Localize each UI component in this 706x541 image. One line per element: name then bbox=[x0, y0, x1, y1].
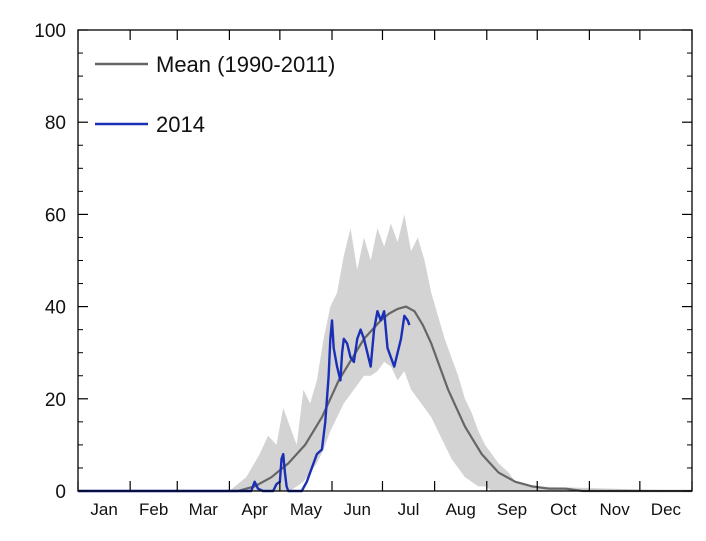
x-tick-label: Jun bbox=[344, 500, 371, 519]
x-tick-label: Dec bbox=[651, 500, 682, 519]
x-tick-label: Jan bbox=[90, 500, 117, 519]
x-tick-label: Sep bbox=[497, 500, 527, 519]
y-tick-label: 80 bbox=[45, 113, 66, 134]
x-tick-label: Nov bbox=[600, 500, 631, 519]
x-tick-label: Jul bbox=[398, 500, 420, 519]
x-tick-label: Feb bbox=[139, 500, 168, 519]
y-tick-label: 60 bbox=[45, 205, 66, 226]
x-tick-label: Aug bbox=[446, 500, 476, 519]
series-line-2014 bbox=[78, 310, 411, 493]
x-tick-label: May bbox=[290, 500, 323, 519]
y-axis: 0 20 40 60 80 100 bbox=[34, 21, 692, 503]
y-tick-label: 100 bbox=[34, 21, 66, 42]
legend-label-2014: 2014 bbox=[156, 112, 205, 137]
plot-band-layer bbox=[78, 214, 692, 491]
y-tick-label: 20 bbox=[45, 390, 66, 411]
y-tick-label: 0 bbox=[55, 482, 66, 503]
x-axis: Jan Feb Mar Apr May Jun Jul Aug Sep Oct Nov Dec bbox=[77, 30, 693, 519]
range-band bbox=[78, 214, 692, 491]
legend-label-mean: Mean (1990-2011) bbox=[156, 52, 335, 77]
plot-series-layer bbox=[78, 305, 692, 493]
x-tick-label: Apr bbox=[241, 500, 268, 519]
x-tick-label: Mar bbox=[189, 500, 219, 519]
x-tick-label: Oct bbox=[550, 500, 577, 519]
y-tick-label: 40 bbox=[45, 298, 66, 319]
legend: Mean (1990-2011) 2014 bbox=[95, 52, 335, 137]
